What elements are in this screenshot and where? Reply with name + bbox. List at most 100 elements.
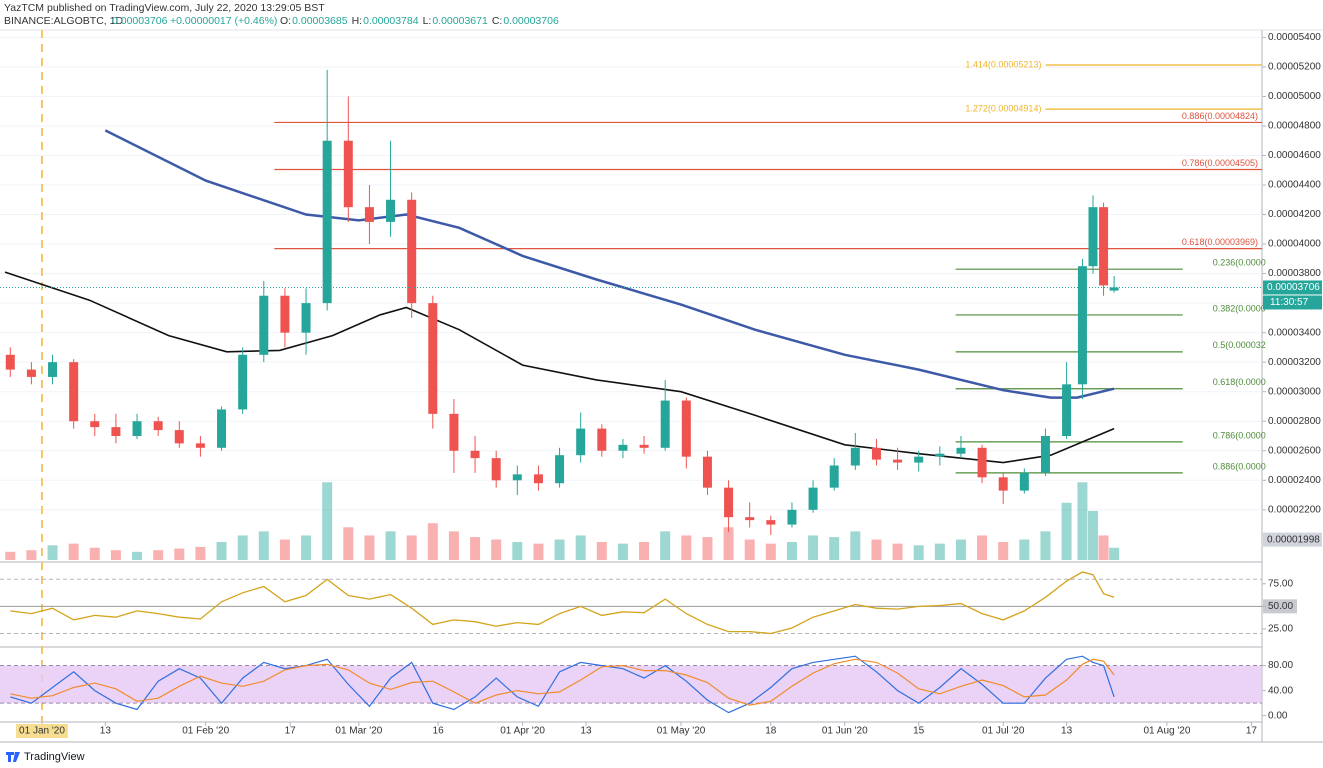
volume-bar: [723, 527, 734, 560]
candle-body: [217, 409, 227, 448]
candle-body: [1019, 472, 1029, 491]
volume-bar: [596, 542, 607, 560]
volume-bar: [681, 535, 692, 560]
y-tick-label: 50.00: [1268, 601, 1293, 612]
volume-bar: [786, 542, 797, 560]
stoch-line: [10, 658, 1115, 706]
candle-body: [977, 447, 987, 478]
candle-body: [871, 447, 881, 460]
volume-bar: [765, 543, 776, 560]
candle-body: [407, 199, 417, 304]
y-tick-label: 0.00002600: [1268, 445, 1321, 456]
volume-bar: [153, 550, 164, 560]
fib-label: 0.382(0.0000: [1213, 303, 1266, 313]
ohlc-key: H:: [352, 15, 363, 27]
candle-body: [618, 444, 628, 451]
volume-bar: [110, 550, 121, 560]
candle-body: [343, 140, 353, 208]
last-price-label: 0.00003706: [1267, 282, 1320, 293]
candle-body: [998, 477, 1008, 491]
footer: TradingView: [6, 751, 85, 763]
candle-body: [893, 459, 903, 463]
rsi-badge: [1263, 599, 1297, 614]
ohlc-value: 0.00003784: [363, 15, 419, 27]
y-tick-label: 0.00003000: [1268, 386, 1321, 397]
candle-body: [639, 444, 649, 448]
moving-average: [4, 271, 1115, 464]
candle-body: [597, 428, 607, 451]
volume-bar: [871, 539, 882, 560]
volume-bar: [385, 531, 396, 560]
candle-body: [259, 295, 269, 355]
candle-body: [956, 447, 966, 454]
candle-body: [702, 456, 712, 488]
candle-body: [491, 458, 501, 481]
x-tick-label: 13: [100, 726, 112, 737]
y-tick-label: 0.00004400: [1268, 180, 1321, 191]
volume-bar: [89, 547, 100, 560]
candle-body: [766, 520, 776, 525]
volume-bar: [1019, 539, 1030, 560]
last: 0.00003706: [112, 15, 168, 27]
ohlc-value: 0.00003671: [432, 15, 488, 27]
price-pane: 1.414(0.00005213) 1.272(0.00004914) 0.886(…: [0, 30, 1266, 722]
x-tick-label: 17: [285, 726, 297, 737]
candle-body: [364, 207, 374, 222]
y-tick-label: 0.00002200: [1268, 504, 1321, 515]
volume-bar: [702, 537, 713, 560]
volume-bar: [850, 531, 861, 560]
candle-body: [512, 474, 522, 481]
y-tick-label: 0.00: [1268, 710, 1288, 721]
candle-body: [195, 443, 205, 448]
y-tick-label: 75.00: [1268, 578, 1293, 589]
candle-body: [386, 199, 396, 222]
fib-label: 0.5(0.000032: [1213, 340, 1266, 350]
countdown: 11:30:57: [1270, 297, 1309, 308]
candle-body: [1077, 266, 1087, 385]
volume-bar: [132, 551, 143, 560]
fib-label: 0.786(0.0000: [1213, 430, 1266, 440]
candle-body: [174, 430, 184, 444]
candle-body: [48, 362, 58, 377]
volume-bar: [427, 523, 438, 560]
volume-bar: [1109, 547, 1120, 560]
volume-bar: [955, 539, 966, 560]
volume-bar: [1040, 531, 1051, 560]
y-tick-label: 40.00: [1268, 685, 1293, 696]
ohlc-key: O:: [280, 15, 291, 27]
x-tick-label: 01 Jan '20: [19, 726, 65, 737]
candle-body: [1040, 435, 1050, 473]
y-tick-label: 0.00003200: [1268, 357, 1321, 368]
y-tick-label: 0.00002800: [1268, 416, 1321, 427]
candle-body: [1088, 207, 1098, 267]
x-tick-label: 13: [1061, 726, 1073, 737]
volume-bar: [808, 535, 819, 560]
low-marker-label: 0.00001998: [1267, 534, 1320, 545]
volume-bar: [1087, 510, 1098, 560]
candle-body: [914, 456, 924, 463]
brand: TradingView: [24, 751, 85, 763]
x-tick-label: 01 Jul '20: [982, 726, 1025, 737]
volume-bar: [913, 545, 924, 560]
candle-body: [1109, 287, 1119, 291]
volume-bar: [279, 539, 290, 560]
volume-bar: [491, 539, 502, 560]
candle-body: [681, 400, 691, 457]
stoch-line: [10, 655, 1115, 714]
y-tick-label: 0.00004000: [1268, 239, 1321, 250]
volume-bar: [216, 542, 227, 560]
ohlc-key: C:: [492, 15, 503, 27]
x-tick-label: 01 Aug '20: [1143, 726, 1190, 737]
x-tick-label: 13: [580, 726, 592, 737]
volume-bar: [470, 537, 481, 560]
candle-body: [1062, 384, 1072, 436]
y-tick-label: 0.00005200: [1268, 62, 1321, 73]
volume-bar: [744, 539, 755, 560]
y-tick-label: 0.00004200: [1268, 209, 1321, 220]
candle-body: [935, 453, 945, 457]
candle-body: [301, 303, 311, 333]
fib-label: 0.886(0.0000: [1213, 461, 1266, 471]
